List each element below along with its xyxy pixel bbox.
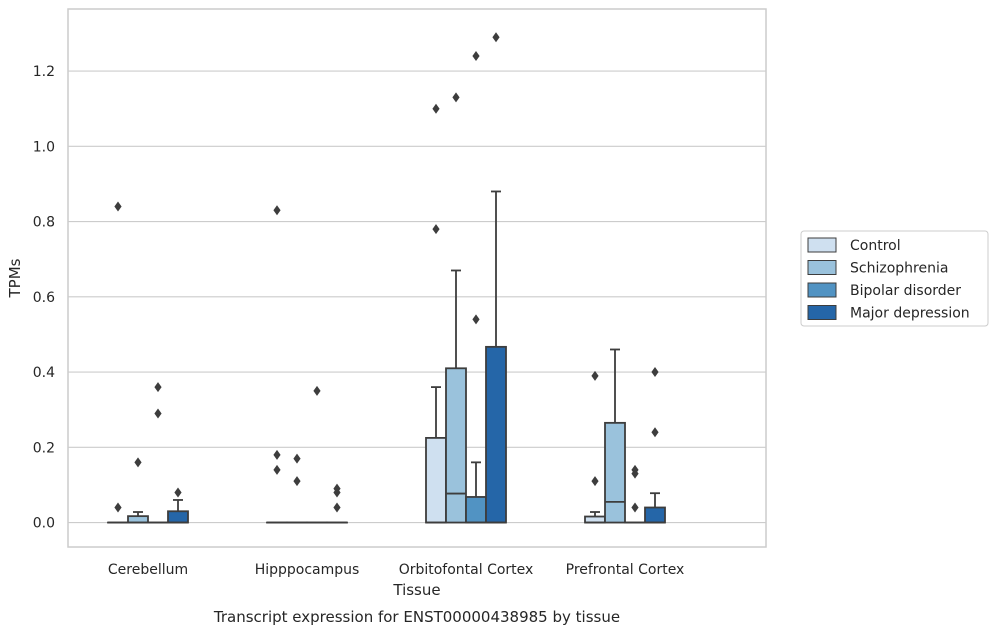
outlier-point (432, 224, 440, 235)
outlier-point (273, 464, 281, 475)
outlier-point (631, 502, 639, 513)
x-axis-label: Tissue (392, 581, 440, 599)
y-tick-label: 0.0 (33, 516, 55, 532)
chart-caption: Transcript expression for ENST0000043898… (213, 608, 620, 626)
box-2-1 (445, 92, 467, 524)
outlier-point (591, 476, 599, 487)
box-rect (644, 506, 666, 524)
legend-frame (800, 230, 989, 327)
y-tick-label: 0.8 (33, 215, 55, 231)
outlier-point (472, 314, 480, 325)
box-plot-series (107, 32, 666, 524)
y-tick-label: 1.2 (33, 64, 55, 80)
outlier-point (452, 92, 460, 103)
x-tick-label: Hipppocampus (255, 562, 360, 578)
x-tick-label: Prefrontal Cortex (566, 562, 685, 578)
outlier-point (114, 502, 122, 513)
x-tick-label: Cerebellum (108, 562, 188, 578)
outlier-point (114, 201, 122, 212)
x-tick-label: Orbitofontal Cortex (399, 562, 534, 578)
outlier-point (154, 382, 162, 393)
box-2-2 (465, 51, 487, 524)
box-1-3 (326, 483, 348, 524)
x-axis-ticks: Cerebellum Hipppocampus Orbitofontal Corte… (108, 562, 684, 578)
legend-entry-label: Bipolar disorder (850, 283, 961, 299)
outlier-point (333, 483, 341, 494)
box-0-3 (167, 487, 189, 524)
box-0-2 (147, 382, 169, 524)
box-1-1 (286, 453, 308, 524)
y-tick-label: 0.2 (33, 440, 55, 456)
y-tick-label: 0.6 (33, 290, 55, 306)
outlier-point (631, 464, 639, 475)
outlier-point (432, 103, 440, 114)
outlier-point (273, 449, 281, 460)
outlier-point (134, 457, 142, 468)
box-rect (167, 510, 189, 524)
box-1-2 (306, 385, 328, 524)
legend-entry-label: Control (850, 238, 901, 254)
outlier-point (333, 502, 341, 513)
legend-swatch (807, 282, 837, 298)
box-3-1 (604, 348, 626, 524)
outlier-point (273, 205, 281, 216)
box-3-0 (584, 370, 606, 524)
outlier-point (492, 32, 500, 43)
box-1-0 (266, 205, 288, 524)
y-axis-ticks: 0.0 0.2 0.4 0.6 0.8 1.0 1.2 (33, 64, 55, 531)
plot-area-frame (67, 8, 767, 548)
box-0-1 (127, 457, 149, 524)
box-2-3 (485, 32, 507, 524)
outlier-point (293, 476, 301, 487)
y-tick-label: 0.4 (33, 365, 55, 381)
box-rect (445, 367, 467, 524)
legend: Control Schizophrenia Bipolar disorder Majo… (800, 230, 989, 327)
box-rect (465, 496, 487, 524)
outlier-point (154, 408, 162, 419)
box-rect (425, 436, 447, 524)
legend-entry-label: Schizophrenia (850, 261, 948, 277)
legend-swatch (807, 237, 837, 253)
outlier-point (591, 370, 599, 381)
box-rect (604, 421, 626, 524)
grid-lines (68, 70, 766, 524)
outlier-point (293, 453, 301, 464)
legend-swatch (807, 260, 837, 275)
box-rect (485, 345, 507, 524)
legend-entry-label: Major depression (850, 306, 970, 322)
box-0-0 (107, 201, 129, 524)
outlier-point (174, 487, 182, 498)
legend-swatch (807, 305, 837, 320)
box-3-3 (644, 367, 666, 524)
outlier-point (472, 51, 480, 62)
box-rect (584, 515, 606, 524)
y-axis-label: TPMs (6, 258, 24, 298)
box-2-0 (425, 103, 447, 524)
box-rect (127, 515, 149, 524)
outlier-point (313, 385, 321, 396)
box-3-2 (624, 464, 646, 524)
outlier-point (651, 427, 659, 438)
outlier-point (651, 367, 659, 378)
y-tick-label: 1.0 (33, 139, 55, 155)
